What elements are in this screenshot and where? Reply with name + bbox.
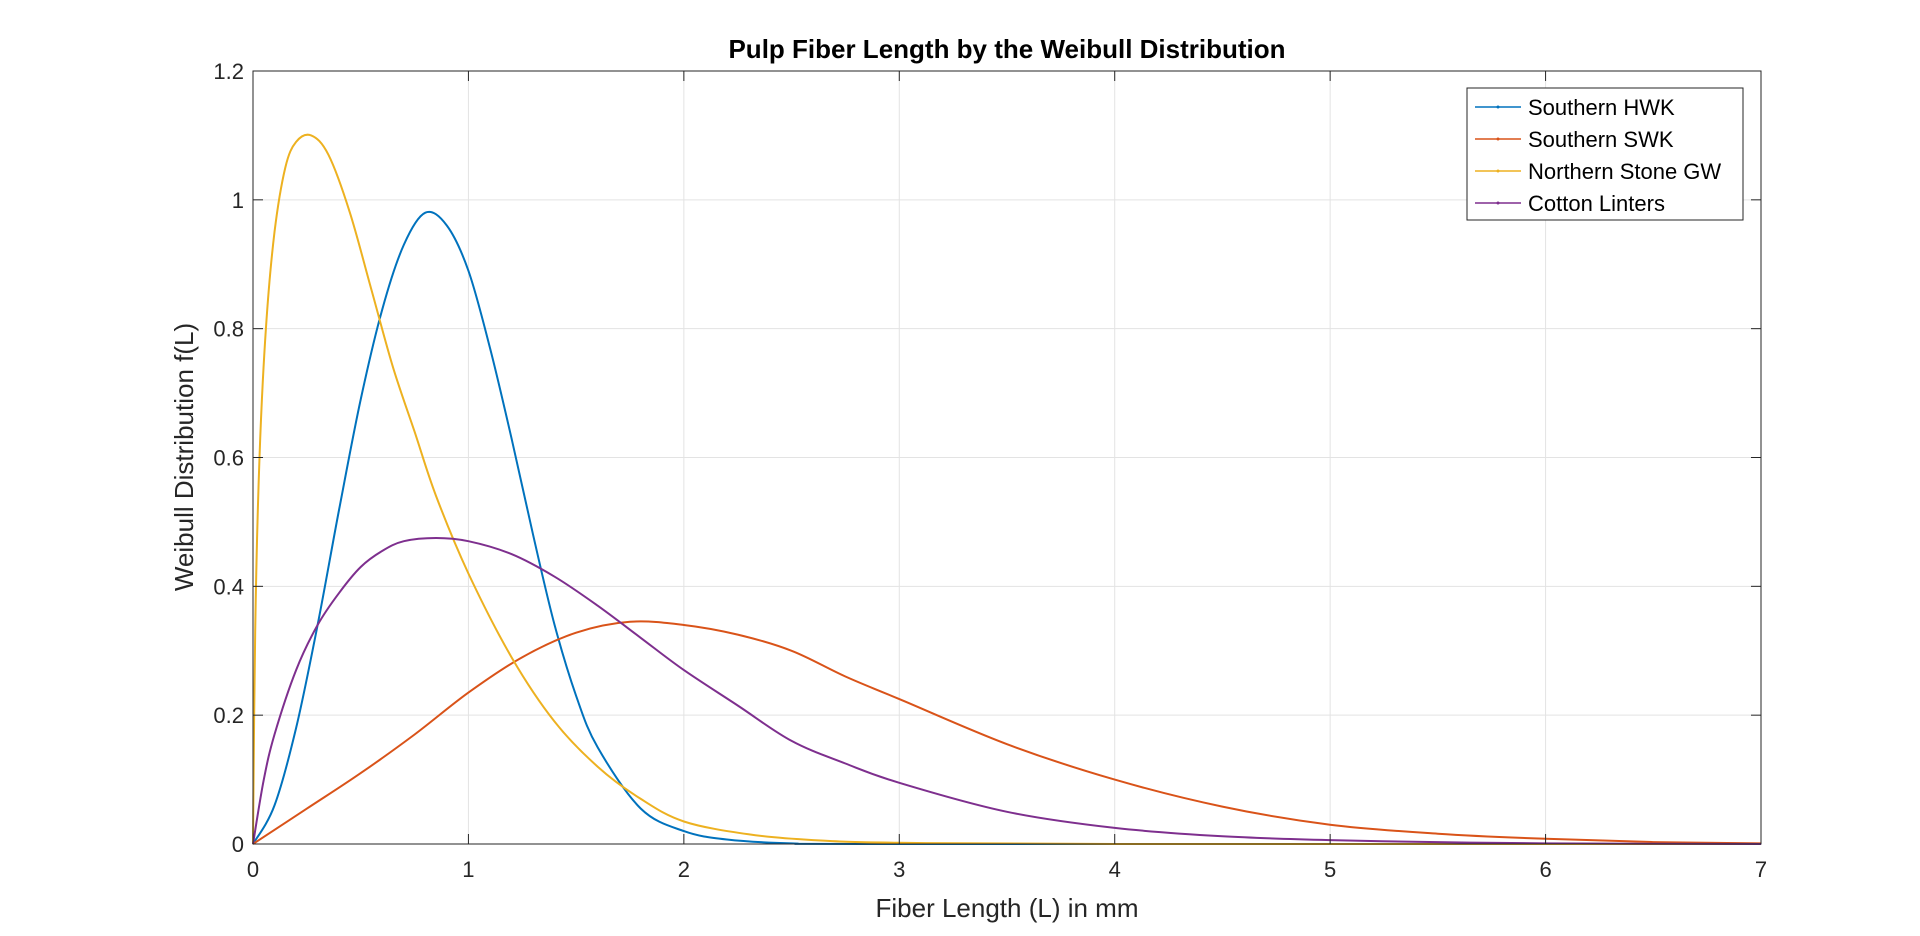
- series-line-northern-stone-gw: [252, 133, 1761, 846]
- series-line-cotton-linters: [252, 537, 1762, 845]
- y-tick-label: 1.2: [213, 59, 244, 84]
- legend-marker-cotton-linters: [1496, 201, 1500, 205]
- x-tick-label: 5: [1324, 857, 1336, 882]
- y-tick-label: 0.6: [213, 446, 244, 471]
- legend: Southern HWK Southern SWK Northern Stone G…: [1466, 87, 1744, 221]
- legend-box: [1466, 87, 1744, 221]
- tick-labels: 0 1 2 3 4 5 6 7 0 0.2 0.4 0.6 0.8 1 1.2: [213, 59, 1767, 882]
- series-line-southern-swk: [252, 620, 1762, 845]
- y-tick-label: 1: [232, 188, 244, 213]
- x-tick-label: 7: [1755, 857, 1767, 882]
- y-axis-label: Weibull Distribution f(L): [169, 323, 199, 591]
- x-tick-label: 0: [247, 857, 259, 882]
- x-tick-label: 2: [678, 857, 690, 882]
- legend-label-northern-stone-gw: Northern Stone GW: [1528, 159, 1721, 184]
- chart-title: Pulp Fiber Length by the Weibull Distrib…: [728, 34, 1285, 64]
- y-tick-label: 0.4: [213, 574, 244, 599]
- legend-label-southern-swk: Southern SWK: [1528, 127, 1674, 152]
- legend-items: Southern HWK Southern SWK Northern Stone G…: [1475, 95, 1721, 216]
- x-tick-label: 4: [1109, 857, 1121, 882]
- legend-label-cotton-linters: Cotton Linters: [1528, 191, 1665, 216]
- ticks: [252, 70, 1762, 845]
- x-tick-label: 3: [893, 857, 905, 882]
- y-tick-label: 0: [232, 832, 244, 857]
- legend-marker-northern-stone-gw: [1496, 169, 1500, 173]
- x-tick-label: 1: [462, 857, 474, 882]
- y-tick-label: 0.2: [213, 703, 244, 728]
- x-axis-label: Fiber Length (L) in mm: [876, 893, 1139, 923]
- legend-label-southern-hwk: Southern HWK: [1528, 95, 1675, 120]
- x-tick-label: 6: [1539, 857, 1551, 882]
- y-tick-label: 0.8: [213, 317, 244, 342]
- legend-marker-southern-hwk: [1496, 105, 1500, 109]
- legend-marker-southern-swk: [1496, 137, 1500, 141]
